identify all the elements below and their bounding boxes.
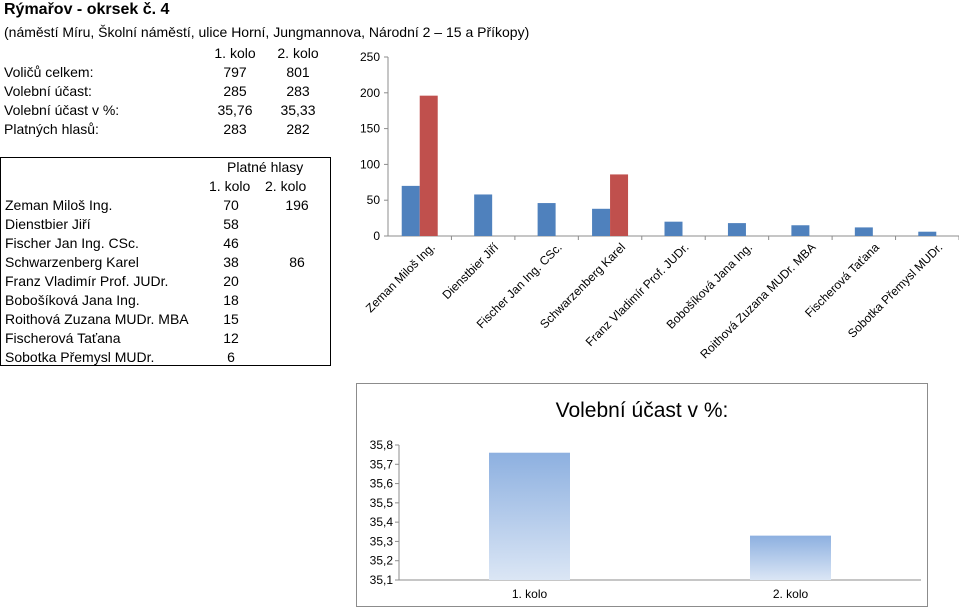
y-tick-label: 35,6 (370, 477, 394, 491)
x-tick-label: Roithová Zuzana MUDr. MBA (697, 240, 818, 361)
stats-label: Platných hlasů: (4, 121, 99, 137)
bar-kolo1 (727, 223, 746, 236)
y-tick-label: 35,2 (370, 554, 394, 568)
y-tick-label: 35,4 (370, 515, 394, 529)
candidate-votes-1: 6 (227, 349, 235, 365)
stats-value-2: 801 (286, 64, 310, 80)
bar-turnout (489, 452, 570, 580)
stats-label: Volební účast v %: (4, 102, 120, 118)
page-title: Rýmařov - okrsek č. 4 (4, 1, 170, 18)
stats-value-1: 285 (223, 83, 247, 99)
stats-value-2: 282 (286, 121, 310, 137)
candidate-votes-1: 15 (223, 311, 239, 327)
y-tick-label: 50 (367, 193, 381, 207)
page-subtitle: (náměstí Míru, Školní náměstí, ulice Hor… (4, 24, 530, 40)
stats-value-2: 35,33 (280, 102, 316, 118)
candidate-votes-1: 12 (223, 330, 239, 346)
candidates-table-header: Platné hlasy (227, 159, 304, 175)
candidate-name: Schwarzenberg Karel (5, 254, 139, 270)
candidate-votes-1: 20 (223, 273, 239, 289)
turnout-bar-chart: Volební účast v %: 35,1 35,2 35,3 35,4 35,5 3… (356, 383, 928, 607)
bar-kolo1 (854, 227, 873, 236)
y-tick-label: 200 (360, 86, 380, 100)
x-tick-label: Zeman Miloš Ing. (363, 240, 438, 315)
y-tick-label: 35,5 (370, 496, 394, 510)
candidate-votes-1: 46 (223, 235, 239, 251)
candidate-name: Dienstbier Jiří (5, 216, 91, 232)
y-tick-label: 100 (360, 157, 380, 171)
candidates-col2-header: 2. kolo (265, 178, 307, 194)
votes-bar-chart: 0 50 100 150 200 250 Zeman Miloš Ing. Dienstbi… (360, 50, 959, 361)
y-tick-label: 150 (360, 122, 380, 136)
y-tick-label: 35,8 (370, 438, 394, 452)
stats-label: Volební účast: (4, 83, 92, 99)
stats-value-1: 35,76 (217, 102, 253, 118)
candidate-name: Bobošíková Jana Ing. (5, 292, 140, 308)
stats-value-1: 283 (223, 121, 247, 137)
x-tick-label: Dienstbier Jiří (440, 240, 502, 302)
stats-value-2: 283 (286, 83, 310, 99)
stats-col1-header: 1. kolo (214, 45, 256, 61)
bar-kolo1 (791, 225, 810, 236)
candidate-votes-2: 196 (285, 197, 309, 213)
candidate-name: Franz Vladimír Prof. JUDr. (5, 273, 169, 289)
stats-label: Voličů celkem: (4, 64, 94, 80)
stats-value-1: 797 (223, 64, 247, 80)
candidate-votes-1: 70 (223, 197, 239, 213)
y-tick-label: 35,3 (370, 534, 394, 548)
bar-kolo1 (918, 231, 937, 236)
candidate-name: Roithová Zuzana MUDr. MBA (5, 311, 189, 327)
candidate-name: Zeman Miloš Ing. (5, 197, 113, 213)
candidate-votes-1: 38 (223, 254, 239, 270)
candidate-name: Fischer Jan Ing. CSc. (5, 235, 139, 251)
candidate-votes-2: 86 (289, 254, 305, 270)
turnout-chart-title: Volební účast v %: (556, 399, 729, 422)
bar-kolo2 (610, 174, 629, 236)
y-tick-label: 0 (373, 229, 380, 243)
x-tick-label: 2. kolo (773, 587, 809, 601)
bar-kolo1 (401, 185, 420, 236)
bar-kolo1 (664, 221, 683, 236)
candidate-votes-1: 58 (223, 216, 239, 232)
bar-kolo2 (419, 95, 438, 236)
candidate-name: Sobotka Přemysl MUDr. (5, 349, 155, 365)
candidate-votes-1: 18 (223, 292, 239, 308)
x-tick-label: Franz Vladimír Prof. JUDr. (583, 240, 692, 349)
y-tick-label: 35,7 (370, 457, 394, 471)
y-tick-label: 250 (360, 50, 380, 64)
chart2-frame (356, 383, 928, 607)
x-tick-label: 1. kolo (512, 587, 548, 601)
bar-kolo1 (537, 203, 556, 236)
stats-col2-header: 2. kolo (277, 45, 319, 61)
y-tick-label: 35,1 (370, 573, 394, 587)
bar-turnout (750, 535, 831, 580)
candidates-col1-header: 1. kolo (209, 178, 251, 194)
bar-kolo1 (474, 194, 493, 236)
bar-kolo1 (592, 208, 611, 236)
candidate-name: Fischerová Taťana (5, 330, 121, 346)
candidates-table: Platné hlasy 1. kolo 2. kolo Zeman Miloš… (0, 157, 331, 366)
